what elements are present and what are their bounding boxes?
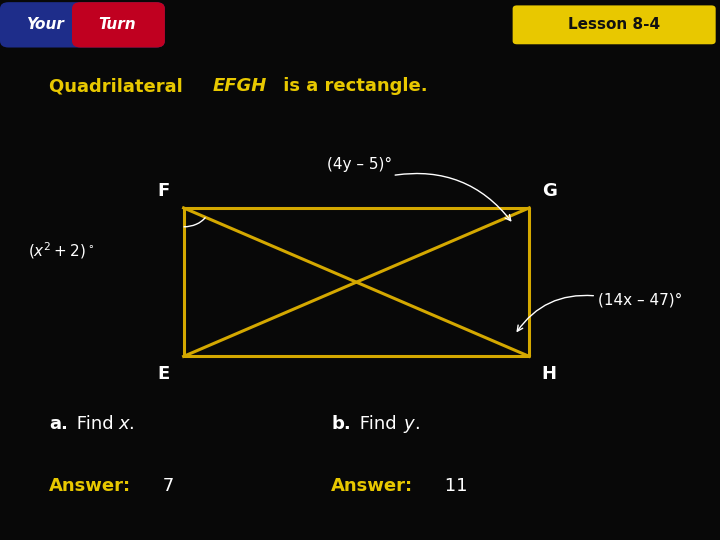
Text: H: H (542, 364, 557, 383)
Text: EFGH: EFGH (212, 77, 267, 96)
Text: Turn: Turn (98, 17, 135, 32)
Text: Answer:: Answer: (331, 477, 413, 495)
Text: Answer:: Answer: (49, 477, 131, 495)
Text: Quadrilateral: Quadrilateral (49, 77, 189, 96)
Text: (14x – 47)°: (14x – 47)° (598, 292, 682, 307)
Text: x: x (119, 415, 130, 433)
Text: Find: Find (71, 415, 119, 433)
Text: F: F (157, 181, 170, 200)
Text: b.: b. (331, 415, 351, 433)
Text: is a rectangle.: is a rectangle. (277, 77, 428, 96)
Text: .: . (128, 415, 134, 433)
Text: Find: Find (354, 415, 402, 433)
Text: G: G (542, 181, 557, 200)
FancyBboxPatch shape (0, 2, 165, 48)
Text: $(x^2 + 2)^\circ$: $(x^2 + 2)^\circ$ (28, 241, 94, 261)
FancyBboxPatch shape (72, 2, 165, 48)
Text: .: . (414, 415, 420, 433)
Text: 7: 7 (157, 477, 174, 495)
Text: 11: 11 (439, 477, 468, 495)
Text: y: y (404, 415, 415, 433)
Text: Lesson 8-4: Lesson 8-4 (568, 17, 660, 32)
Text: Your: Your (27, 17, 64, 32)
Text: (4y – 5)°: (4y – 5)° (328, 157, 392, 172)
FancyBboxPatch shape (513, 5, 716, 44)
Text: a.: a. (49, 415, 68, 433)
Text: E: E (157, 364, 170, 383)
